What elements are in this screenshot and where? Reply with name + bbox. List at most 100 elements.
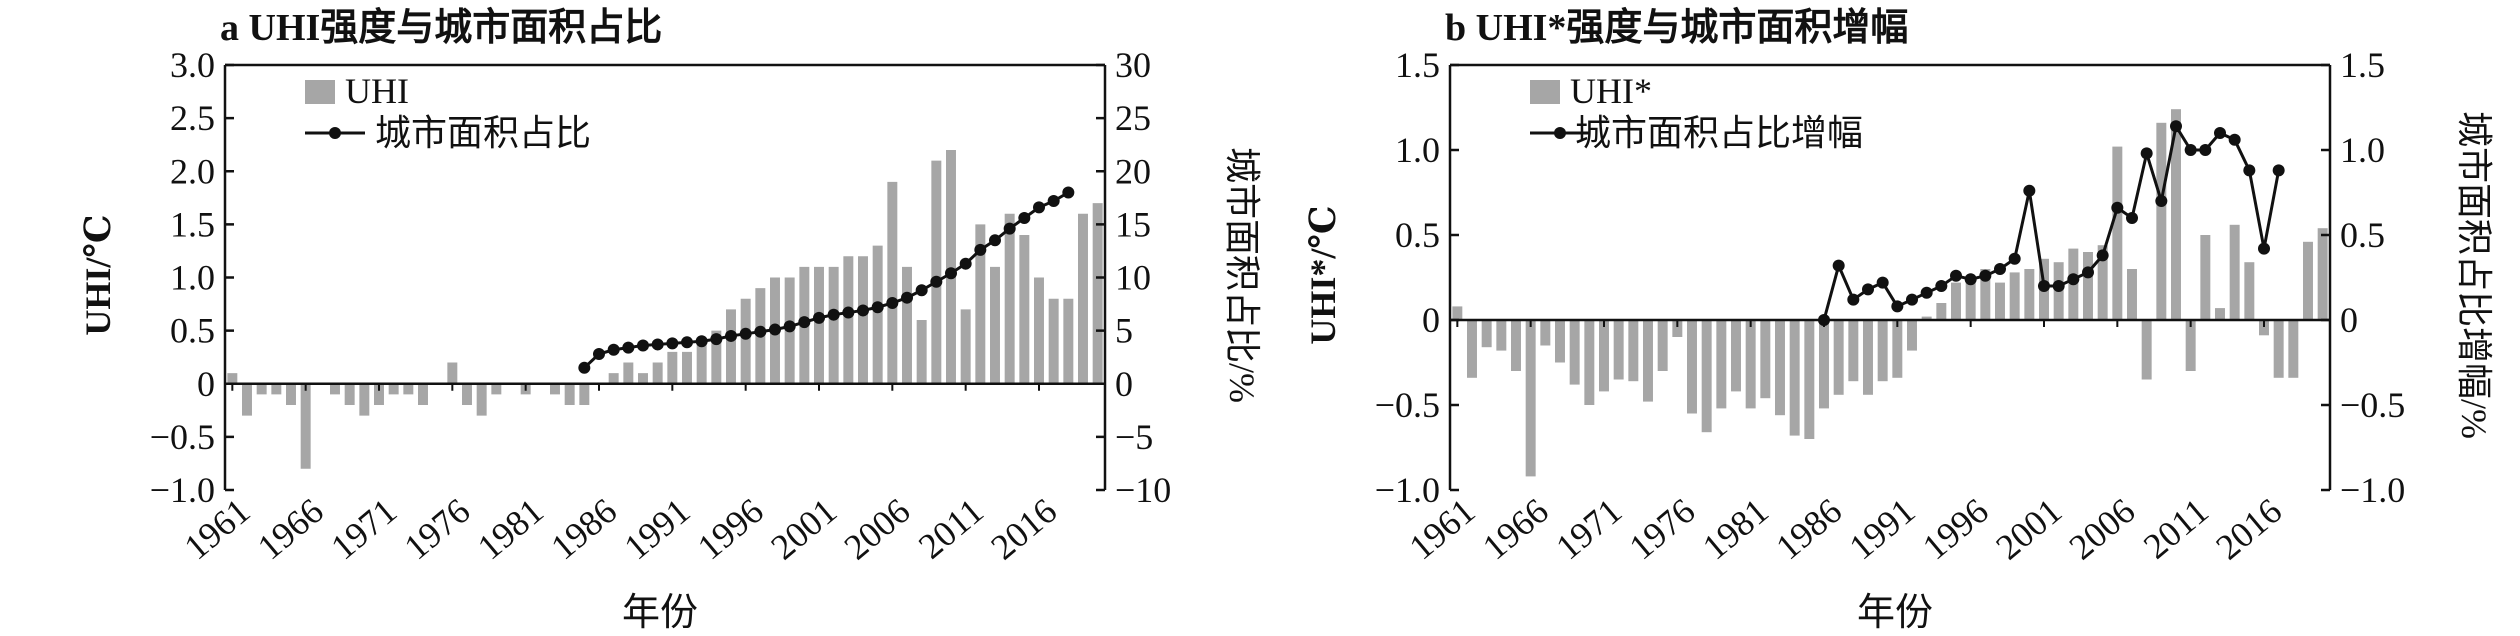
a-bar-1963 [257,384,267,395]
b-bar-1984 [1790,320,1800,436]
a-x-tick-label: 2006 [837,490,918,567]
a-bar-1991 [667,352,677,384]
a-x-tick-label: 2001 [763,490,844,567]
b-line-point-1995 [1950,270,1962,282]
panel-a-legend-bar-swatch [305,80,335,104]
a-line-point-2016 [1033,201,1045,213]
b-bar-1977 [1687,320,1697,414]
a-bar-1968 [330,384,340,395]
a-y-tick-label: −0.5 [150,417,215,457]
a-y-tick-label: 1.5 [170,204,215,244]
b-bar-1979 [1716,320,1726,408]
a-line-point-2013 [989,234,1001,246]
a-line-point-2008 [916,284,928,296]
b-x-tick-label: 1996 [1915,490,1996,567]
a-x-tick-label: 1986 [543,490,624,567]
a-y2-tick-label: 5 [1115,311,1133,351]
a-x-tick-label: 1981 [470,490,551,567]
b-y2-tick-label: −0.5 [2340,385,2405,425]
a-line-point-1990 [652,338,664,350]
b-bar-2018 [2288,320,2298,378]
a-line-point-2011 [960,258,972,270]
b-x-tick-label: 1976 [1622,490,1703,567]
a-y2-tick-label: 15 [1115,204,1151,244]
panel-a-legend-line-label: 城市面积占比 [375,113,591,153]
b-bar-1996 [1966,279,1976,320]
a-bar-1978 [477,384,487,416]
b-line-point-1997 [1979,270,1991,282]
b-bar-2013 [2215,308,2225,320]
a-line-point-1985 [578,362,590,374]
b-line-point-2014 [2229,134,2241,146]
panel-a-legend-line-marker [329,127,341,139]
b-bar-1985 [1804,320,1814,439]
b-bar-1989 [1863,320,1873,395]
b-bar-1983 [1775,320,1785,415]
b-line-point-1993 [1921,287,1933,299]
a-bar-1993 [697,341,707,384]
panel-b-legend-line-marker [1554,127,1566,139]
a-bar-1996 [741,299,751,384]
a-y2-tick-label: 25 [1115,98,1151,138]
a-bar-1965 [286,384,296,405]
b-bar-1991 [1892,320,1902,378]
b-bar-1994 [1936,303,1946,320]
b-y2-tick-label: 0 [2340,300,2358,340]
b-line-point-2012 [2199,144,2211,156]
a-bar-2008 [917,320,927,384]
a-line-point-1989 [637,340,649,352]
b-line-point-1986 [1818,314,1830,326]
b-bar-1961 [1452,306,1462,320]
a-bar-2005 [873,246,883,384]
b-line-point-1994 [1935,280,1947,292]
a-line-point-1998 [769,324,781,336]
b-y2-tick-label: 1.0 [2340,130,2385,170]
a-y-tick-label: 1.0 [170,258,215,298]
b-series-line [1824,126,2279,320]
b-bar-1987 [1834,320,1844,395]
b-bar-2012 [2200,235,2210,320]
b-y-tick-label: 1.5 [1395,45,1440,85]
b-line-point-2017 [2273,164,2285,176]
b-y-tick-label: 1.0 [1395,130,1440,170]
a-y-tick-label: −1.0 [150,470,215,510]
b-bar-2020 [2318,228,2328,320]
b-bar-1992 [1907,320,1917,351]
a-line-point-2009 [930,276,942,288]
a-x-tick-label: 2016 [983,490,1064,567]
b-line-point-2001 [2038,280,2050,292]
a-line-point-1988 [622,342,634,354]
a-line-point-2010 [945,267,957,279]
panel-b-y2-axis-label: 城市面积占比增幅/% [2454,111,2494,439]
b-x-tick-label: 2001 [1988,490,2069,567]
b-x-tick-label: 2006 [2062,490,2143,567]
b-line-point-2009 [2155,195,2167,207]
a-bar-1984 [565,384,575,405]
a-bar-1987 [609,373,619,384]
b-x-tick-label: 1986 [1768,490,1849,567]
a-line-point-2003 [842,307,854,319]
panel-a-frame: −1.0−0.500.51.01.52.02.53.0−10−505101520… [150,45,1172,567]
a-bar-2015 [1019,235,1029,384]
a-line-point-1991 [666,337,678,349]
b-bar-1981 [1746,320,1756,408]
panel-b-legend-bar-label: UHI* [1570,71,1652,111]
b-x-tick-label: 2016 [2208,490,2289,567]
a-line-point-2017 [1048,195,1060,207]
b-y-tick-label: 0 [1422,300,1440,340]
b-line-point-2003 [2067,273,2079,285]
b-x-tick-label: 1981 [1695,490,1776,567]
a-line-point-1999 [784,320,796,332]
b-bar-1998 [1995,283,2005,320]
a-bar-2007 [902,267,912,384]
b-bar-1971 [1599,320,1609,391]
a-bar-1972 [389,384,399,395]
a-bar-1966 [301,384,311,469]
b-line-point-1987 [1833,260,1845,272]
panel-b-y-axis-label: UHI*/℃ [1303,205,1343,344]
a-bar-2019 [1078,214,1088,384]
a-bar-2004 [858,256,868,384]
b-bar-1978 [1702,320,1712,432]
b-bar-2000 [2024,269,2034,320]
b-line-point-1992 [1906,294,1918,306]
